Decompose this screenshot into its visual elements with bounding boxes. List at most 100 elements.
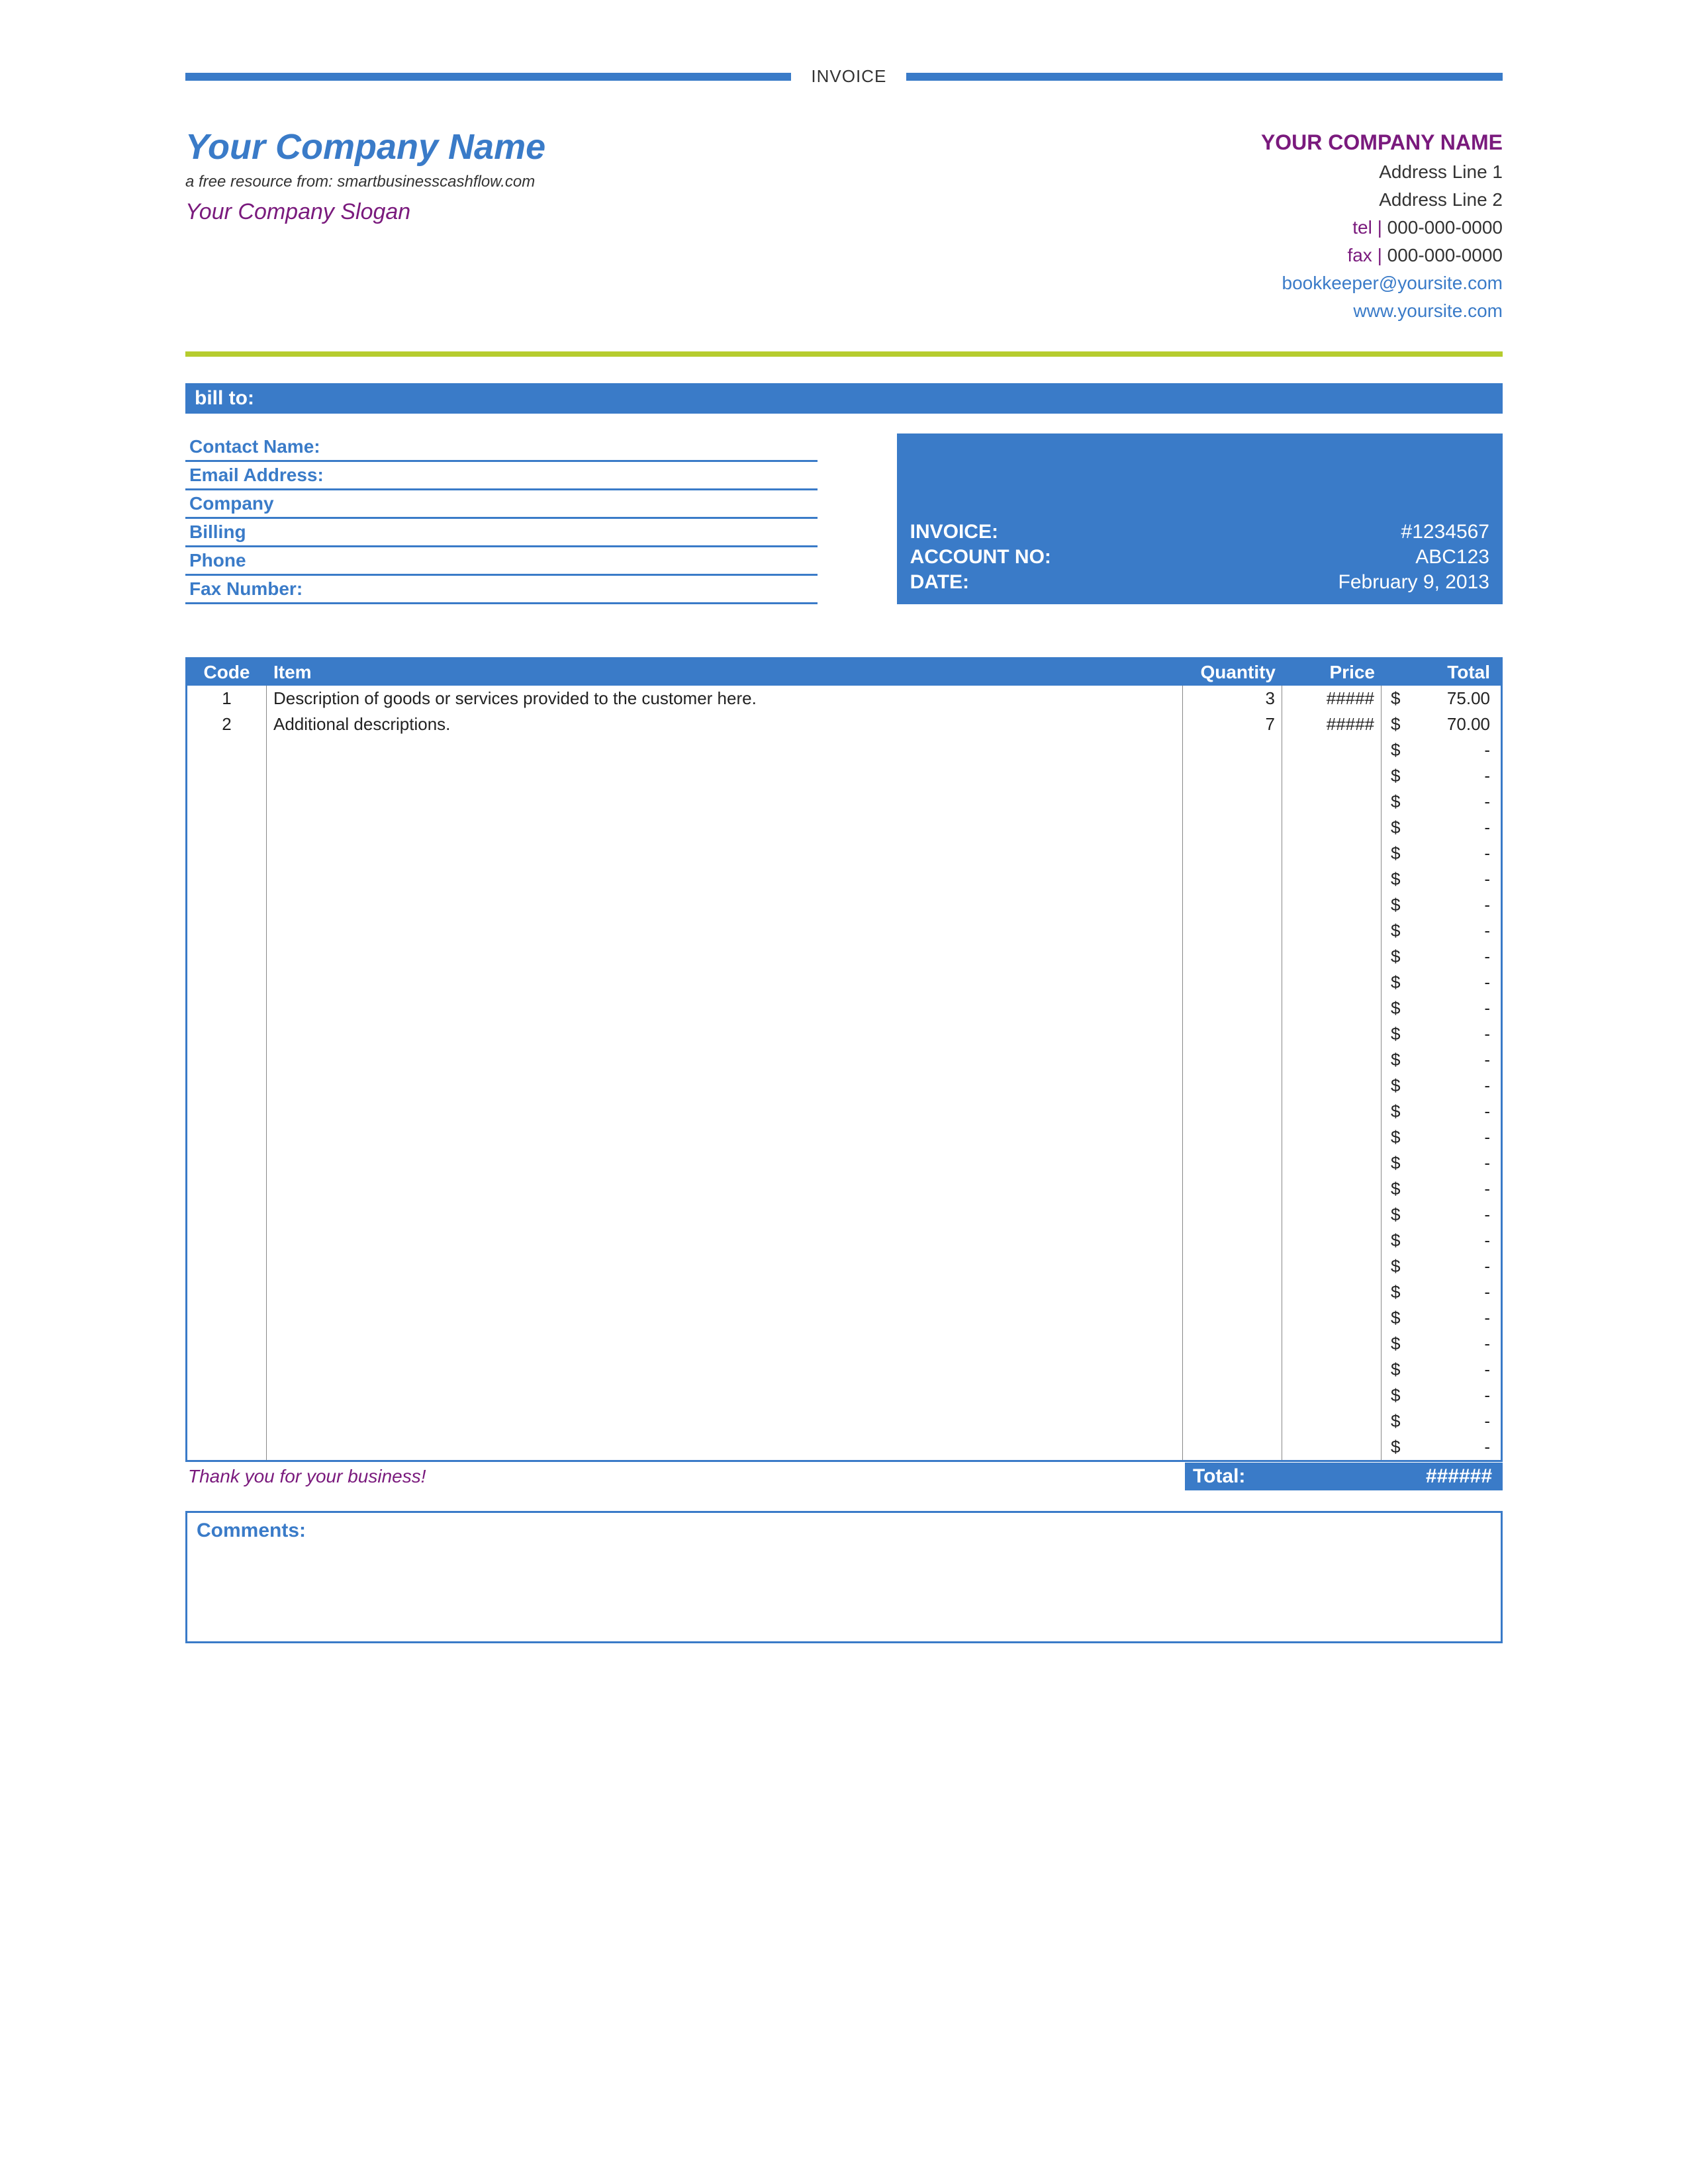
total-amount: -	[1484, 1153, 1490, 1173]
currency-symbol: $	[1388, 1153, 1400, 1173]
cell-item	[267, 1357, 1183, 1383]
bill-field[interactable]: Billing	[185, 519, 818, 547]
currency-symbol: $	[1388, 972, 1400, 993]
total-row: Thank you for your business! Total: ####…	[185, 1462, 1503, 1491]
cell-qty	[1183, 789, 1282, 815]
cell-price	[1282, 892, 1382, 918]
cell-price: #####	[1282, 686, 1382, 711]
cell-item	[267, 1305, 1183, 1331]
cell-total: $-	[1382, 1202, 1501, 1228]
thank-you: Thank you for your business!	[185, 1462, 1185, 1491]
total-amount: -	[1484, 1101, 1490, 1122]
cell-code	[187, 970, 267, 995]
bill-field-label: Phone	[189, 550, 246, 570]
cell-item	[267, 789, 1183, 815]
cell-total: $-	[1382, 944, 1501, 970]
company-slogan: Your Company Slogan	[185, 199, 545, 225]
total-amount: -	[1484, 1075, 1490, 1096]
cell-total: $-	[1382, 1331, 1501, 1357]
address-line-2: Address Line 2	[1261, 186, 1503, 214]
cell-qty	[1183, 1305, 1282, 1331]
table-row: $-	[187, 1176, 1501, 1202]
currency-symbol: $	[1388, 1308, 1400, 1328]
cell-code	[187, 1124, 267, 1150]
cell-total: $-	[1382, 1357, 1501, 1383]
currency-symbol: $	[1388, 1050, 1400, 1070]
cell-item	[267, 1047, 1183, 1073]
cell-qty: 3	[1183, 686, 1282, 711]
cell-code	[187, 1176, 267, 1202]
cell-code	[187, 1408, 267, 1434]
total-amount: -	[1484, 1024, 1490, 1044]
total-amount: -	[1484, 843, 1490, 864]
total-amount: -	[1484, 998, 1490, 1019]
cell-code	[187, 944, 267, 970]
cell-total: $-	[1382, 1176, 1501, 1202]
total-amount: -	[1484, 740, 1490, 760]
website-link[interactable]: www.yoursite.com	[1261, 297, 1503, 325]
billto-bar: bill to:	[185, 383, 1503, 414]
table-row: $-	[187, 1383, 1501, 1408]
meta-account-label: ACCOUNT NO:	[910, 546, 1051, 569]
cell-item	[267, 944, 1183, 970]
total-amount: -	[1484, 1411, 1490, 1432]
table-row: $-	[187, 1434, 1501, 1460]
items-body: 1Description of goods or services provid…	[187, 686, 1501, 1460]
currency-symbol: $	[1388, 1075, 1400, 1096]
cell-total: $-	[1382, 1305, 1501, 1331]
currency-symbol: $	[1388, 921, 1400, 941]
table-row: 1Description of goods or services provid…	[187, 686, 1501, 711]
currency-symbol: $	[1388, 1230, 1400, 1251]
total-amount: -	[1484, 1050, 1490, 1070]
total-amount: 75.00	[1447, 688, 1490, 709]
cell-code	[187, 763, 267, 789]
cell-qty	[1183, 1021, 1282, 1047]
cell-total: $-	[1382, 995, 1501, 1021]
total-amount: -	[1484, 921, 1490, 941]
table-row: $-	[187, 1150, 1501, 1176]
currency-symbol: $	[1388, 1179, 1400, 1199]
items-header: Code Item Quantity Price Total	[187, 659, 1501, 686]
cell-total: $-	[1382, 1383, 1501, 1408]
cell-total: $-	[1382, 841, 1501, 866]
bill-field-label: Fax Number:	[189, 578, 303, 599]
total-amount: -	[1484, 766, 1490, 786]
cell-price	[1282, 763, 1382, 789]
bill-field-label: Email Address:	[189, 465, 324, 485]
cell-total: $-	[1382, 1253, 1501, 1279]
total-amount: -	[1484, 1127, 1490, 1148]
cell-price	[1282, 737, 1382, 763]
cell-price	[1282, 995, 1382, 1021]
total-amount: -	[1484, 946, 1490, 967]
cell-code	[187, 1434, 267, 1460]
bill-field[interactable]: Company	[185, 490, 818, 519]
cell-item	[267, 1408, 1183, 1434]
bill-field[interactable]: Phone	[185, 547, 818, 576]
cell-item	[267, 995, 1183, 1021]
currency-symbol: $	[1388, 946, 1400, 967]
bill-field[interactable]: Fax Number:	[185, 576, 818, 604]
cell-code: 1	[187, 686, 267, 711]
currency-symbol: $	[1388, 1359, 1400, 1380]
table-row: $-	[187, 866, 1501, 892]
cell-code	[187, 1202, 267, 1228]
bill-field[interactable]: Contact Name:	[185, 433, 818, 462]
cell-item	[267, 1253, 1183, 1279]
meta-invoice-label: INVOICE:	[910, 521, 998, 543]
total-amount: -	[1484, 972, 1490, 993]
cell-total: $-	[1382, 918, 1501, 944]
cell-qty	[1183, 1279, 1282, 1305]
header: Your Company Name a free resource from: …	[185, 126, 1503, 325]
cell-code	[187, 1021, 267, 1047]
cell-qty	[1183, 763, 1282, 789]
currency-symbol: $	[1388, 1411, 1400, 1432]
cell-code	[187, 1357, 267, 1383]
cell-price	[1282, 1047, 1382, 1073]
email-link[interactable]: bookkeeper@yoursite.com	[1261, 269, 1503, 297]
bill-field[interactable]: Email Address:	[185, 462, 818, 490]
total-amount: -	[1484, 792, 1490, 812]
company-name-right: YOUR COMPANY NAME	[1261, 126, 1503, 158]
comments-box[interactable]: Comments:	[185, 1511, 1503, 1643]
cell-item	[267, 1434, 1183, 1460]
bill-section: Contact Name: Email Address: CompanyBillin…	[185, 433, 1503, 604]
